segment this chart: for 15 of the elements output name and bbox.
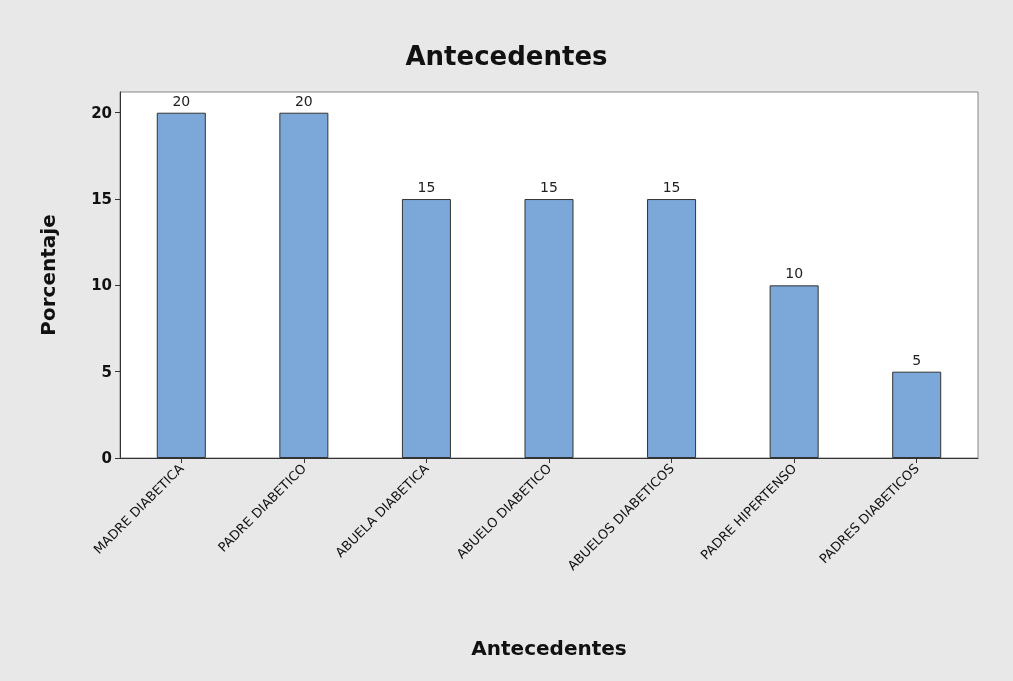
data-label: 15: [417, 179, 436, 196]
y-tick-label: 15: [91, 190, 112, 209]
y-tick-label: 20: [91, 103, 112, 122]
data-label: 15: [662, 179, 681, 196]
chart-title: Antecedentes: [405, 41, 608, 71]
data-label: 5: [912, 351, 922, 368]
data-label: 20: [294, 92, 313, 109]
y-tick-label: 5: [101, 362, 112, 381]
data-label: 15: [540, 179, 558, 196]
data-label: 20: [172, 92, 191, 109]
data-label: 10: [785, 265, 804, 282]
y-axis-title: Porcentaje: [36, 214, 60, 336]
y-tick-label: 10: [91, 276, 112, 295]
x-axis-title: Antecedentes: [471, 636, 627, 660]
y-tick-label: 0: [101, 449, 112, 467]
